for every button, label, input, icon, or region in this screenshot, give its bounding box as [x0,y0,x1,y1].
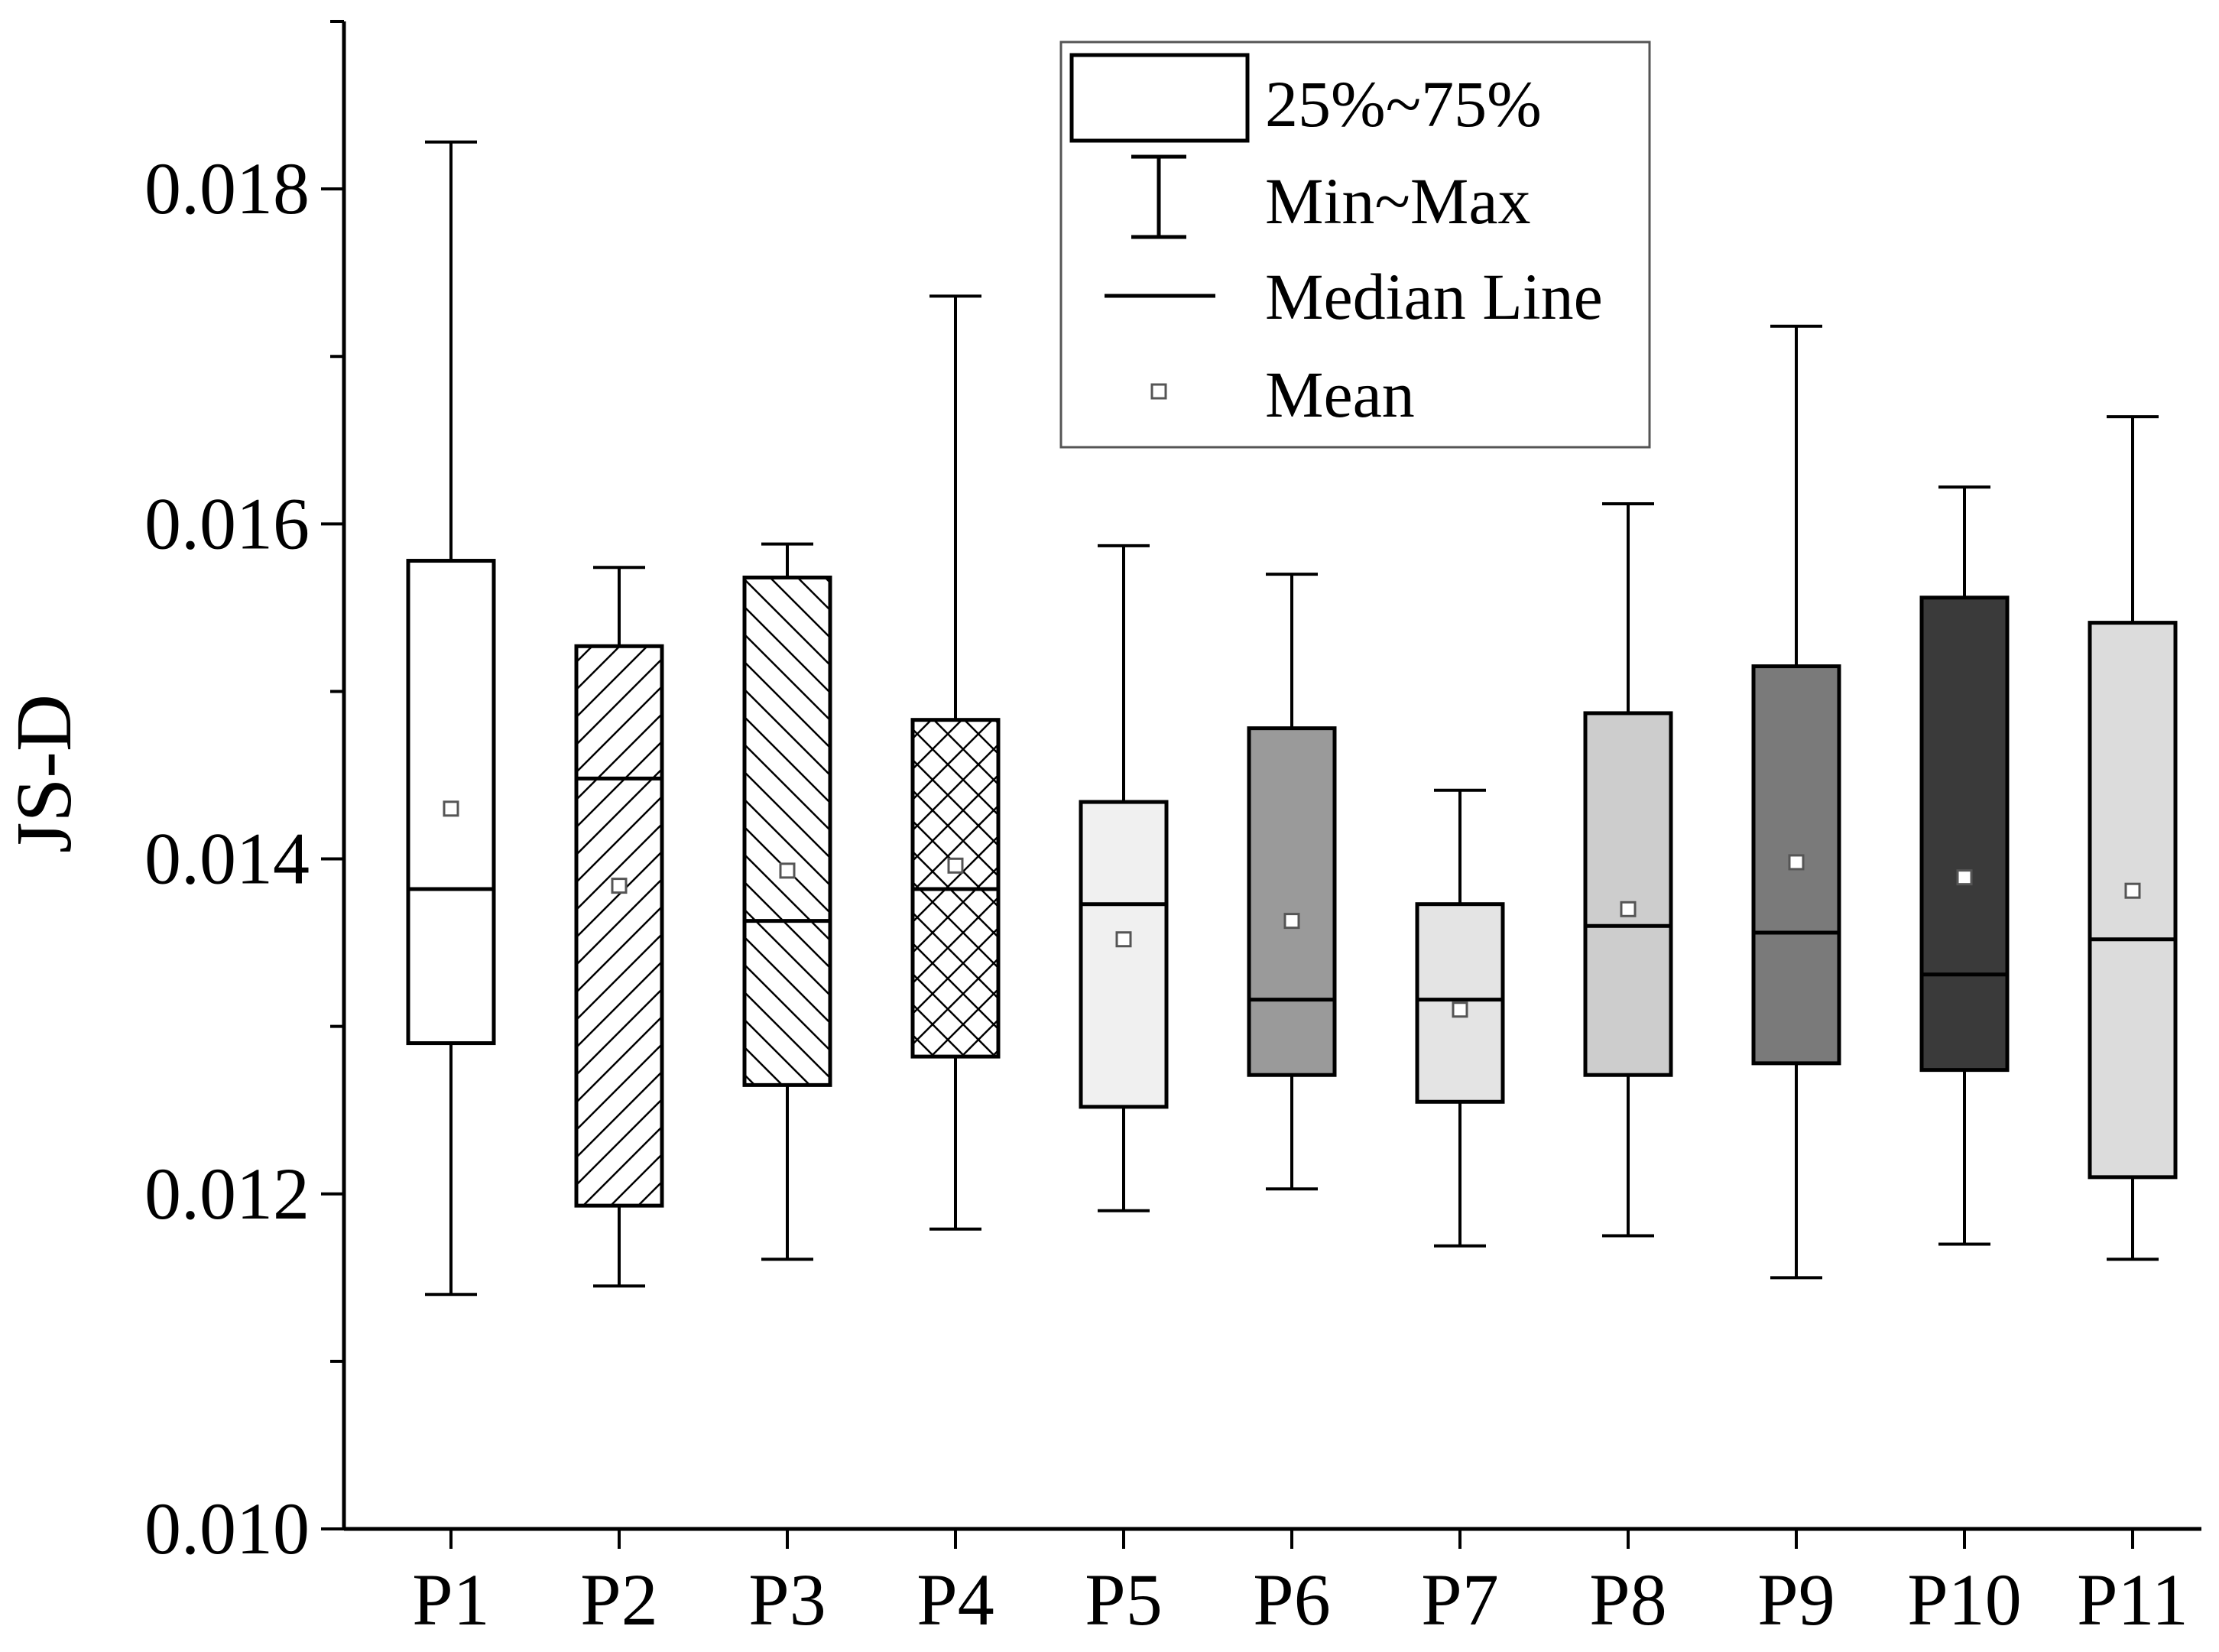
mean-marker [1283,913,1300,930]
x-tick-label: P1 [412,1559,489,1641]
y-tick-label: 0.010 [144,1488,310,1569]
box-iqr [574,644,664,1208]
legend-whisker-symbol [1131,154,1186,239]
x-tick-label: P6 [1253,1559,1330,1641]
x-tick-label: P11 [2077,1559,2188,1641]
y-tick-label: 0.018 [144,148,310,229]
y-tick-label: 0.016 [144,482,310,564]
x-tick-label: P3 [748,1559,826,1641]
box-iqr [742,575,832,1087]
x-tick-label: P9 [1757,1559,1835,1641]
x-axis: P1 P2 P3 P4 P5 P6 P7 P8 P9 P10 P11 [344,1527,2201,1641]
mean-marker [779,862,796,879]
box-fill [1585,712,1671,1076]
box-p6 [1247,573,1337,1191]
mean-marker [1788,854,1805,871]
legend-label-median: Median Line [1265,260,1603,333]
mean-marker [947,857,964,874]
box-fill [2090,622,2175,1177]
box-pattern [576,646,662,1206]
box-iqr [1751,664,1841,1066]
y-tick-label: 0.014 [144,818,310,900]
mean-marker [2124,882,2141,899]
box-iqr [1247,726,1337,1077]
box-fill [1922,597,2007,1070]
box-fill [1249,728,1335,1076]
box-iqr [406,559,496,1046]
y-tick-label: 0.012 [144,1153,310,1235]
box-p7 [1415,788,1505,1248]
box-p8 [1583,502,1673,1238]
legend: 25%~75% Min~Max Median Line Mean [1059,41,1651,449]
y-axis-title: JS-D [0,694,88,853]
box-p10 [1919,485,2010,1246]
box-p3 [742,542,832,1261]
mean-marker [443,800,459,817]
box-pattern [745,577,830,1086]
x-tick-label: P2 [580,1559,657,1641]
x-tick-label: P7 [1421,1559,1498,1641]
legend-frame [1059,41,1651,449]
mean-marker [611,878,628,894]
legend-box-symbol [1069,53,1250,143]
box-iqr [1415,902,1505,1104]
mean-marker [1620,901,1637,917]
mean-marker [1115,931,1132,948]
box-series [406,140,2178,1297]
x-tick-label: P8 [1589,1559,1666,1641]
x-tick-label: P5 [1085,1559,1162,1641]
box-p9 [1751,324,1841,1280]
box-p2 [574,566,664,1288]
box-p1 [406,140,496,1297]
mean-marker [1452,1001,1468,1018]
y-axis: 0.010 0.012 0.014 0.016 0.018 [144,20,346,1569]
box-iqr [1079,800,1169,1109]
box-iqr [1919,596,2010,1073]
legend-label-box: 25%~75% [1265,67,1542,141]
legend-label-whisker: Min~Max [1265,164,1531,238]
x-tick-label: P10 [1907,1559,2021,1641]
box-iqr [2088,621,2178,1180]
legend-label-mean: Mean [1265,358,1415,431]
mean-marker [1956,869,1973,886]
box-fill [1081,802,1166,1107]
box-iqr [1583,711,1673,1077]
legend-mean-symbol [1150,383,1167,400]
box-p11 [2088,415,2178,1261]
box-p5 [1079,544,1169,1212]
box-p4 [910,294,1001,1231]
x-tick-label: P4 [916,1559,994,1641]
